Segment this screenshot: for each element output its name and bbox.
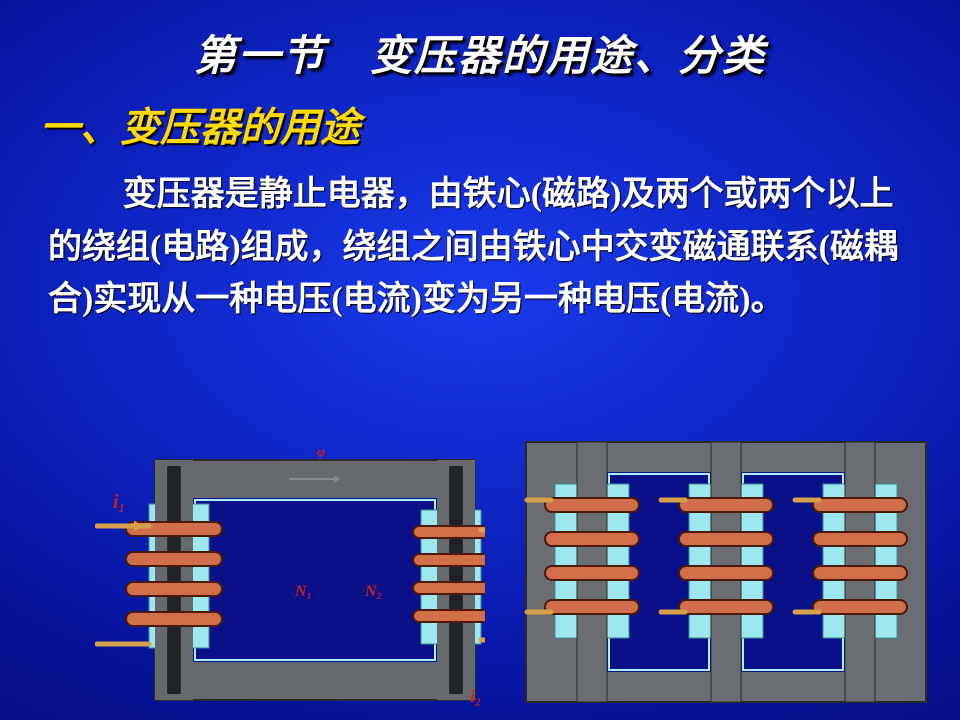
svg-text:i₂: i₂ [470, 686, 481, 706]
slide-paragraph: 变压器是静止电器，由铁心(磁路)及两个或两个以上的绕组(电路)组成，绕组之间由铁… [48, 169, 912, 327]
svg-text:i₁: i₁ [113, 491, 126, 513]
svg-text:N₂: N₂ [364, 583, 382, 600]
svg-text:N₁: N₁ [294, 583, 312, 600]
slide-title: 第一节 变压器的用途、分类 [0, 0, 960, 83]
paragraph-text: 变压器是静止电器，由铁心(磁路)及两个或两个以上的绕组(电路)组成，绕组之间由铁… [48, 176, 898, 318]
svg-text:φ: φ [317, 445, 325, 460]
slide-subtitle: 一、变压器的用途 [40, 95, 960, 153]
diagram-left-transformer: φ i₁ i₂ N₁ N₂ [95, 445, 485, 710]
diagram-right-transformer [500, 438, 940, 713]
diagrams-area: φ i₁ i₂ N₁ N₂ [0, 440, 960, 720]
